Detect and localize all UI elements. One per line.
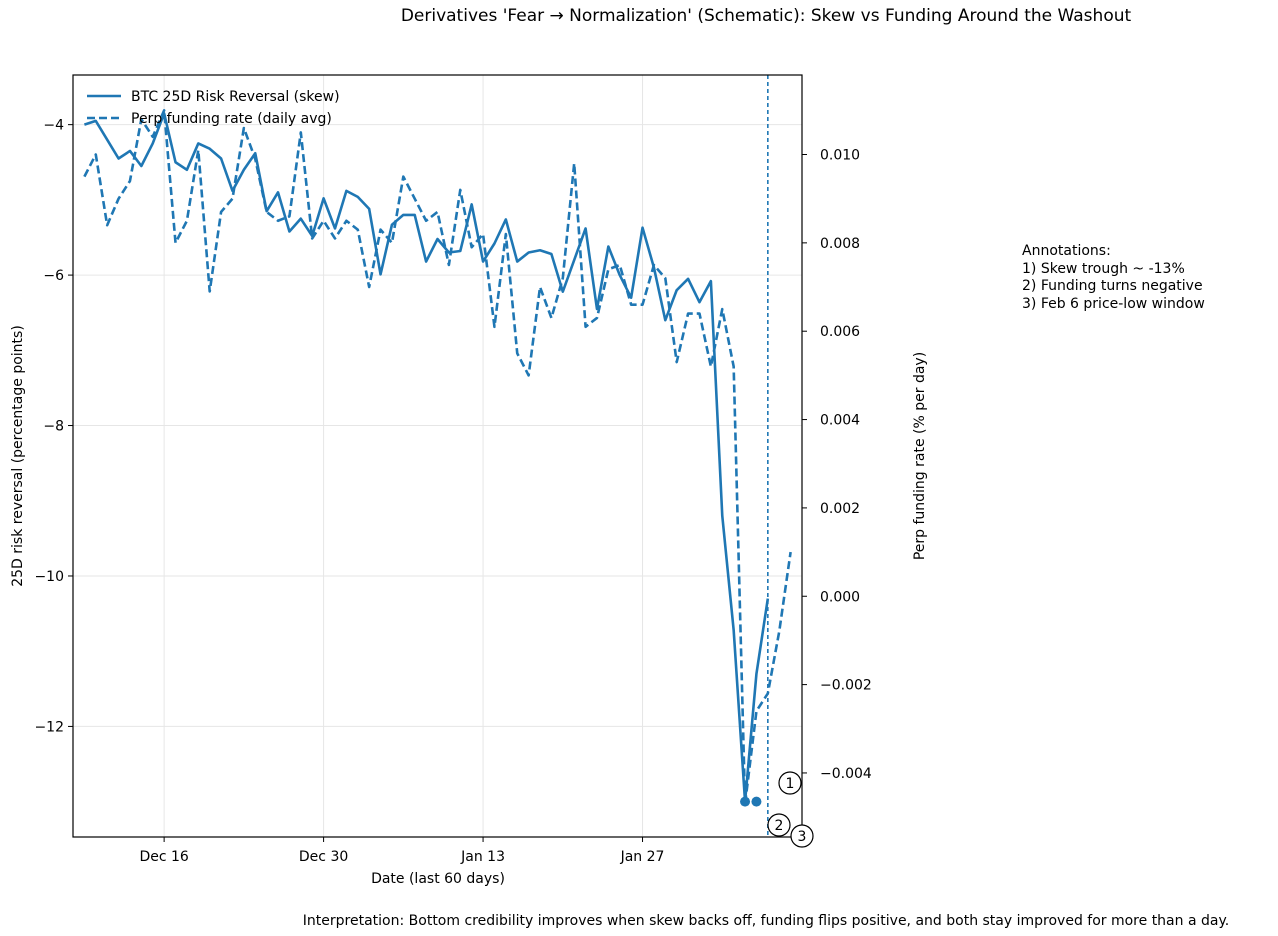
circled-marker-2 bbox=[767, 813, 791, 837]
circled-marker-3 bbox=[790, 824, 814, 848]
grid-lines bbox=[73, 75, 802, 837]
annotation-line-3: 3) Feb 6 price-low window bbox=[1022, 296, 1205, 312]
y-left-tick-label: −10 bbox=[34, 569, 64, 585]
x-tick-label: Jan 13 bbox=[460, 849, 505, 865]
x-tick-label: Dec 30 bbox=[299, 849, 348, 865]
annotation-line-2: 2) Funding turns negative bbox=[1022, 278, 1203, 294]
y-right-tick-label: 0.002 bbox=[820, 501, 860, 517]
interpretation-text: Interpretation: Bottom credibility impro… bbox=[303, 913, 1229, 929]
y-left-axis-ticks: −4 −6 −8 −10 −12 bbox=[34, 118, 73, 735]
y-right-tick-label: −0.002 bbox=[820, 678, 872, 694]
circled-marker-2-label: 2 bbox=[775, 818, 784, 834]
y-left-tick-label: −4 bbox=[43, 118, 64, 134]
y-right-tick-label: 0.004 bbox=[820, 413, 860, 429]
series-line-funding bbox=[83, 109, 792, 806]
y-right-tick-label: −0.004 bbox=[820, 766, 872, 782]
x-axis-ticks: Dec 16 Dec 30 Jan 13 Jan 27 bbox=[139, 837, 664, 865]
y-left-tick-label: −8 bbox=[43, 419, 64, 435]
y-right-axis-ticks: 0.010 0.008 0.006 0.004 0.002 0.000 −0.002 −0.0… bbox=[802, 148, 872, 782]
circled-markers: 1 2 3 bbox=[767, 771, 814, 848]
y-right-axis-label: Perp funding rate (% per day) bbox=[912, 352, 928, 560]
y-left-tick-label: −12 bbox=[34, 719, 64, 735]
y-left-tick-label: −6 bbox=[43, 268, 64, 284]
annotation-line-1: 1) Skew trough ~ -13% bbox=[1022, 261, 1185, 277]
legend-label-skew: BTC 25D Risk Reversal (skew) bbox=[131, 89, 340, 105]
circled-marker-1 bbox=[778, 771, 802, 795]
circled-marker-1-label: 1 bbox=[786, 776, 795, 792]
y-right-tick-label: 0.008 bbox=[820, 236, 860, 252]
trough-marker bbox=[751, 796, 762, 807]
annotations-heading: Annotations: bbox=[1022, 243, 1111, 259]
y-right-tick-label: 0.000 bbox=[820, 589, 860, 605]
x-axis-label: Date (last 60 days) bbox=[371, 871, 505, 887]
y-right-tick-label: 0.006 bbox=[820, 324, 860, 340]
plot-frame bbox=[72, 74, 803, 838]
chart-title: Derivatives 'Fear → Normalization' (Sche… bbox=[401, 6, 1132, 26]
circled-marker-3-label: 3 bbox=[798, 829, 807, 845]
y-left-axis-label: 25D risk reversal (percentage points) bbox=[10, 325, 26, 587]
trough-marker bbox=[740, 796, 751, 807]
annotations-box: Annotations: 1) Skew trough ~ -13% 2) Fu… bbox=[1022, 243, 1205, 312]
y-right-tick-label: 0.010 bbox=[820, 148, 860, 164]
series-layer bbox=[83, 75, 792, 837]
x-tick-label: Jan 27 bbox=[620, 849, 665, 865]
legend-label-funding: Perp funding rate (daily avg) bbox=[131, 111, 332, 127]
x-tick-label: Dec 16 bbox=[139, 849, 188, 865]
legend: BTC 25D Risk Reversal (skew) Perp fundin… bbox=[87, 89, 340, 127]
